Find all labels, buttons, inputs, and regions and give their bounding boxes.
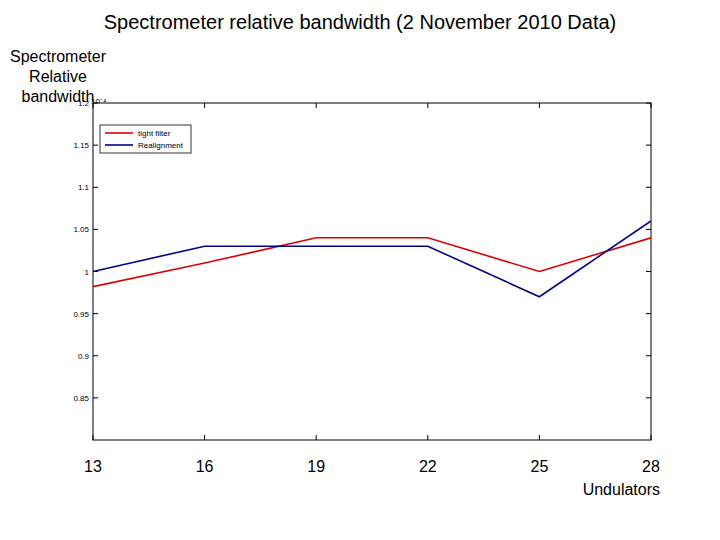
y-axis-label-line: Spectrometer [10, 48, 107, 65]
x-tick-label: 22 [419, 458, 437, 475]
y-tick [93, 229, 98, 230]
x-tick [651, 103, 652, 108]
y-tick-label: 1.1 [78, 183, 90, 192]
x-tick-label: 25 [531, 458, 549, 475]
y-axis-label: SpectrometerRelativebandwidth [10, 48, 107, 105]
x-tick [204, 103, 205, 108]
y-tick-label: 1 [85, 268, 90, 277]
x-tick [93, 103, 94, 108]
y-tick [93, 145, 98, 146]
y-tick [93, 103, 98, 104]
legend-label: Realignment [138, 141, 184, 150]
title: Spectrometer relative bandwidth (2 Novem… [104, 11, 616, 33]
x-tick [539, 435, 540, 440]
x-tick [539, 103, 540, 108]
y-tick [93, 187, 98, 188]
x-tick-label: 28 [642, 458, 660, 475]
y-tick [646, 229, 651, 230]
legend-label: tight filter [138, 129, 171, 138]
legend-swatch [105, 132, 133, 134]
y-tick [646, 187, 651, 188]
x-tick-label: 13 [84, 458, 102, 475]
x-tick-label: 16 [196, 458, 214, 475]
plot-area [93, 221, 651, 297]
y-tick [646, 355, 651, 356]
x-tick [93, 435, 94, 440]
x-tick [316, 435, 317, 440]
x-tick [316, 103, 317, 108]
x-tick [427, 103, 428, 108]
y-tick-label: 0.9 [78, 352, 90, 361]
y-tick [646, 313, 651, 314]
series-line [93, 238, 651, 287]
y-tick [646, 145, 651, 146]
x-tick [204, 435, 205, 440]
x-tick [651, 435, 652, 440]
y-tick [646, 271, 651, 272]
y-tick [93, 355, 98, 356]
series-line [93, 221, 651, 297]
x-tick-label: 19 [307, 458, 325, 475]
chart: Spectrometer relative bandwidth (2 Novem… [0, 0, 720, 540]
y-axis-label-line: Relative [29, 68, 87, 85]
y-tick-label: 0.95 [73, 310, 89, 319]
y-tick-label: 1.15 [73, 141, 89, 150]
y-tick [93, 313, 98, 314]
y-tick-label: 1.05 [73, 225, 89, 234]
y-tick [646, 397, 651, 398]
y-tick-label: 0.85 [73, 394, 89, 403]
legend-swatch [105, 144, 133, 146]
x-tick [427, 435, 428, 440]
legend-box [100, 125, 191, 153]
y-tick [646, 103, 651, 104]
y-tick [93, 397, 98, 398]
plot-frame [93, 103, 651, 440]
y-tick-label: 1.2 [78, 99, 90, 108]
x-axis-label: Undulators [583, 481, 660, 498]
